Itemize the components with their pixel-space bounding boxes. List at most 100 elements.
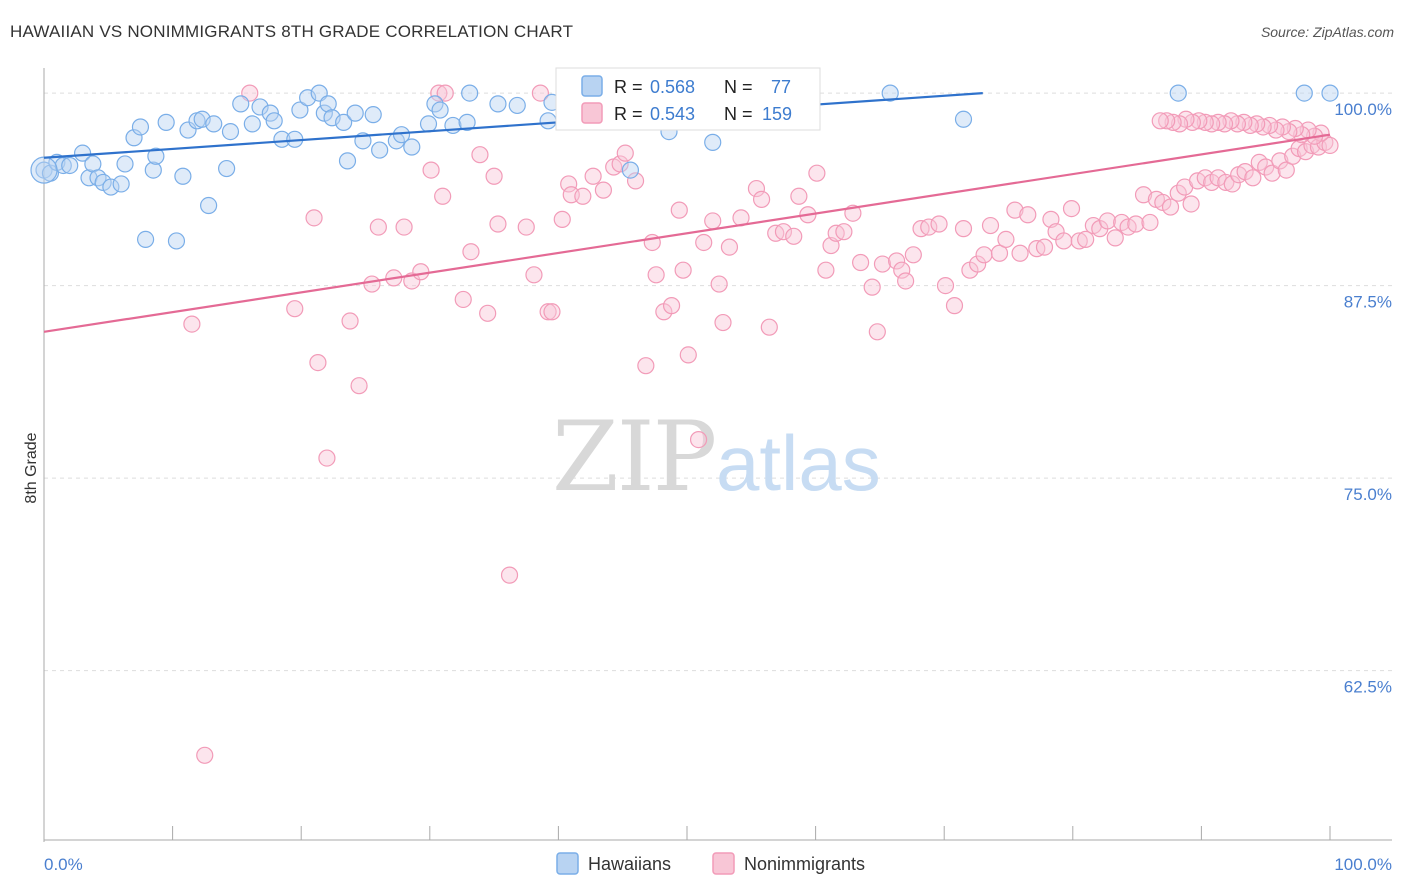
hawaiians-trend-line [43,92,983,159]
hawaiians-point [73,144,92,162]
hawaiians-point [704,133,722,151]
hawaiians-point [251,98,269,116]
y-tick-label: 62.5% [1344,678,1392,697]
hawaiians-point [291,101,309,119]
nonimmigrants-point [369,218,387,236]
nonimmigrants-point [412,263,430,281]
nonimmigrants-point [531,84,549,102]
watermark-zip: ZIP [552,401,715,513]
nonimmigrants-point [1296,143,1315,161]
nonimmigrants-point [904,246,922,264]
nonimmigrants-point [553,210,571,228]
hawaiians-point [954,110,973,128]
nonimmigrants-point [574,187,592,205]
hawaiians-point [232,95,250,113]
nonimmigrants-point [626,172,645,190]
nonimmigrants-point [471,146,489,164]
nonimmigrants-point [1257,158,1275,176]
hawaiians-point [167,232,186,250]
nonimmigrants-point [774,223,793,241]
hawaiians-point [539,112,557,130]
hawaiians-point [371,141,389,159]
nonimmigrants-point [662,297,681,315]
hawaiians-point [218,159,236,178]
nonimmigrants-point [422,161,440,179]
axes [43,68,1392,842]
nonimmigrants-point [695,233,713,252]
nonimmigrants-point [341,312,359,330]
nonimmigrants-point [1190,112,1208,130]
nonimmigrants-point [462,243,480,261]
nonimmigrants-point [485,167,503,185]
legend-r-value-hawaiians: 0.568 [650,77,695,97]
nonimmigrants-point [479,304,497,322]
nonimmigrants-point [679,346,697,364]
nonimmigrants-point [930,215,948,233]
nonimmigrants-point [1235,113,1253,131]
nonimmigrants-point [1277,161,1295,179]
trend-lines [43,92,1331,333]
hawaiians-point [319,95,337,113]
hawaiians-point [179,121,197,139]
nonimmigrants-point [1098,212,1117,230]
legend-swatch-hawaiians [581,75,603,97]
hawaiians-point [125,129,143,147]
bottom-legend-label-nonimmigrants: Nonimmigrants [744,854,865,874]
legend-r-label-hawaiians: R = [614,77,643,97]
hawaiians-point [346,104,364,122]
nonimmigrants-point [997,230,1015,248]
nonimmigrants-point [1215,115,1234,133]
bottom-legend: Hawaiians Nonimmigrants [556,852,865,875]
hawaiians-point [335,113,353,131]
nonimmigrants-point [1169,184,1187,202]
hawaiians-point [136,230,155,248]
hawaiians-point [61,156,79,175]
nonimmigrants-point [710,275,728,293]
y-tick-label: 75.0% [1344,485,1392,504]
nonimmigrants-point [1196,113,1214,131]
nonimmigrants-point [1127,215,1145,233]
nonimmigrants-point [674,261,692,279]
nonimmigrants-point [525,266,543,284]
hawaiians-point [273,130,291,148]
nonimmigrants-point [1260,116,1279,135]
bottom-legend-label-hawaiians: Hawaiians [588,854,671,874]
nonimmigrants-point [954,220,973,238]
nonimmigrants-point [1217,173,1235,192]
hawaiians-point [89,169,107,187]
hawaiians-point [461,84,479,102]
nonimmigrants-point [863,278,881,296]
hawaiians-point [364,106,382,124]
nonimmigrants-point [1170,115,1189,133]
hawaiians-point [144,161,162,179]
x-tick-label-max: 100.0% [1334,855,1392,874]
nonimmigrants-point [760,318,778,336]
nonimmigrants-point [500,566,519,584]
nonimmigrants-point [1158,112,1176,130]
nonimmigrants-point [873,255,892,273]
bottom-legend-swatch-nonimmigrants [712,852,735,875]
nonimmigrants-point [1263,164,1281,182]
stats-legend: R = 0.568 N = 77 R = 0.543 N = 159 [555,67,821,131]
nonimmigrants-point [1151,112,1169,130]
legend-n-value-hawaiians: 77 [771,77,791,97]
hawaiians-point [265,112,283,130]
nonimmigrants-point [436,84,454,102]
nonimmigrants-point [981,216,1000,235]
nonimmigrants-point [1321,136,1339,155]
legend-swatch-nonimmigrants [581,102,603,124]
legend-r-label-nonimmigrants: R = [614,104,643,124]
hawaiians-point [403,138,421,156]
hawaiians-point [508,96,526,115]
nonimmigrants-point [704,212,722,230]
nonimmigrants-point [990,244,1009,262]
nonimmigrants-point [584,167,602,185]
legend-n-value-nonimmigrants: 159 [762,104,792,124]
nonimmigrants-point [785,227,803,245]
nonimmigrants-point [517,218,535,236]
nonimmigrants-point [309,354,327,372]
watermark-atlas: atlas [716,419,881,507]
nonimmigrants-point [434,187,452,205]
legend-r-value-nonimmigrants: 0.543 [650,104,695,124]
nonimmigrants-point [1164,113,1182,131]
